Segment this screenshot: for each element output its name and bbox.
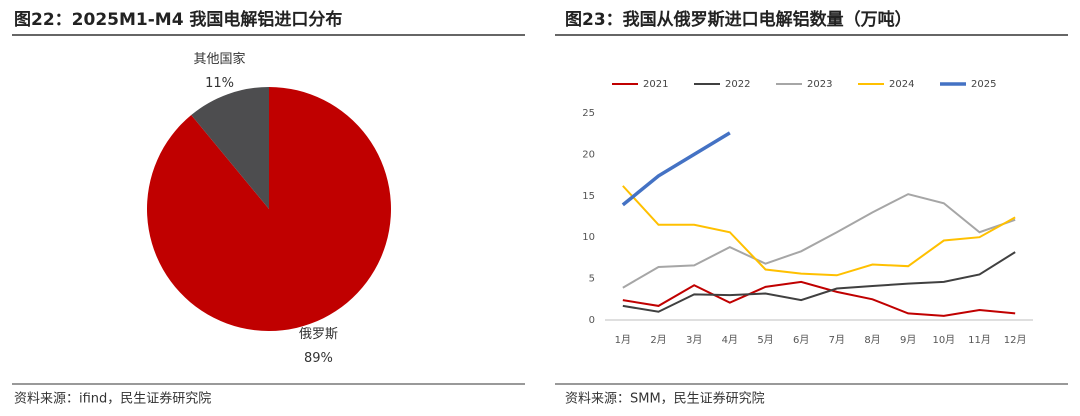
x-tick-label: 10月 [932, 334, 955, 346]
legend-label: 2021 [643, 79, 668, 90]
x-tick-label: 5月 [757, 334, 773, 346]
chart-title: 图23：我国从俄罗斯进口电解铝数量（万吨） [565, 9, 912, 30]
series-line [622, 251, 1016, 313]
y-tick-label: 5 [589, 274, 595, 285]
pie-slice [191, 87, 269, 209]
y-tick-label: 15 [582, 191, 595, 202]
series-line [622, 193, 1016, 289]
slice-label: 其他国家 [194, 51, 246, 67]
slice-label: 俄罗斯 [299, 327, 338, 342]
x-tick-label: 1月 [615, 334, 631, 346]
y-tick-label: 25 [582, 108, 595, 119]
series-line [621, 131, 731, 207]
y-tick-label: 20 [582, 149, 595, 160]
x-tick-label: 9月 [900, 334, 916, 346]
slice-value-label: 11% [205, 76, 234, 91]
legend-label: 2025 [971, 79, 996, 90]
x-tick-label: 6月 [793, 334, 809, 346]
slice-value-label: 89% [304, 351, 333, 366]
x-tick-label: 3月 [686, 334, 702, 346]
x-tick-label: 2月 [650, 334, 666, 346]
x-tick-label: 4月 [722, 334, 738, 346]
series-line [622, 185, 1016, 277]
legend-label: 2022 [725, 79, 750, 90]
y-tick-label: 0 [589, 315, 595, 326]
x-tick-label: 11月 [968, 334, 991, 346]
chart-title: 图22：2025M1-M4 我国电解铝进口分布 [14, 9, 342, 30]
x-tick-label: 12月 [1004, 334, 1027, 346]
source: 资料来源：SMM，民生证券研究院 [565, 391, 765, 407]
legend-label: 2024 [889, 79, 914, 90]
source: 资料来源：ifind，民生证券研究院 [14, 391, 211, 407]
y-tick-label: 10 [582, 232, 595, 243]
pie-slice [147, 87, 391, 332]
series-line [622, 280, 1016, 317]
x-tick-label: 7月 [829, 334, 845, 346]
x-tick-label: 8月 [864, 334, 880, 346]
legend-label: 2023 [807, 79, 832, 90]
